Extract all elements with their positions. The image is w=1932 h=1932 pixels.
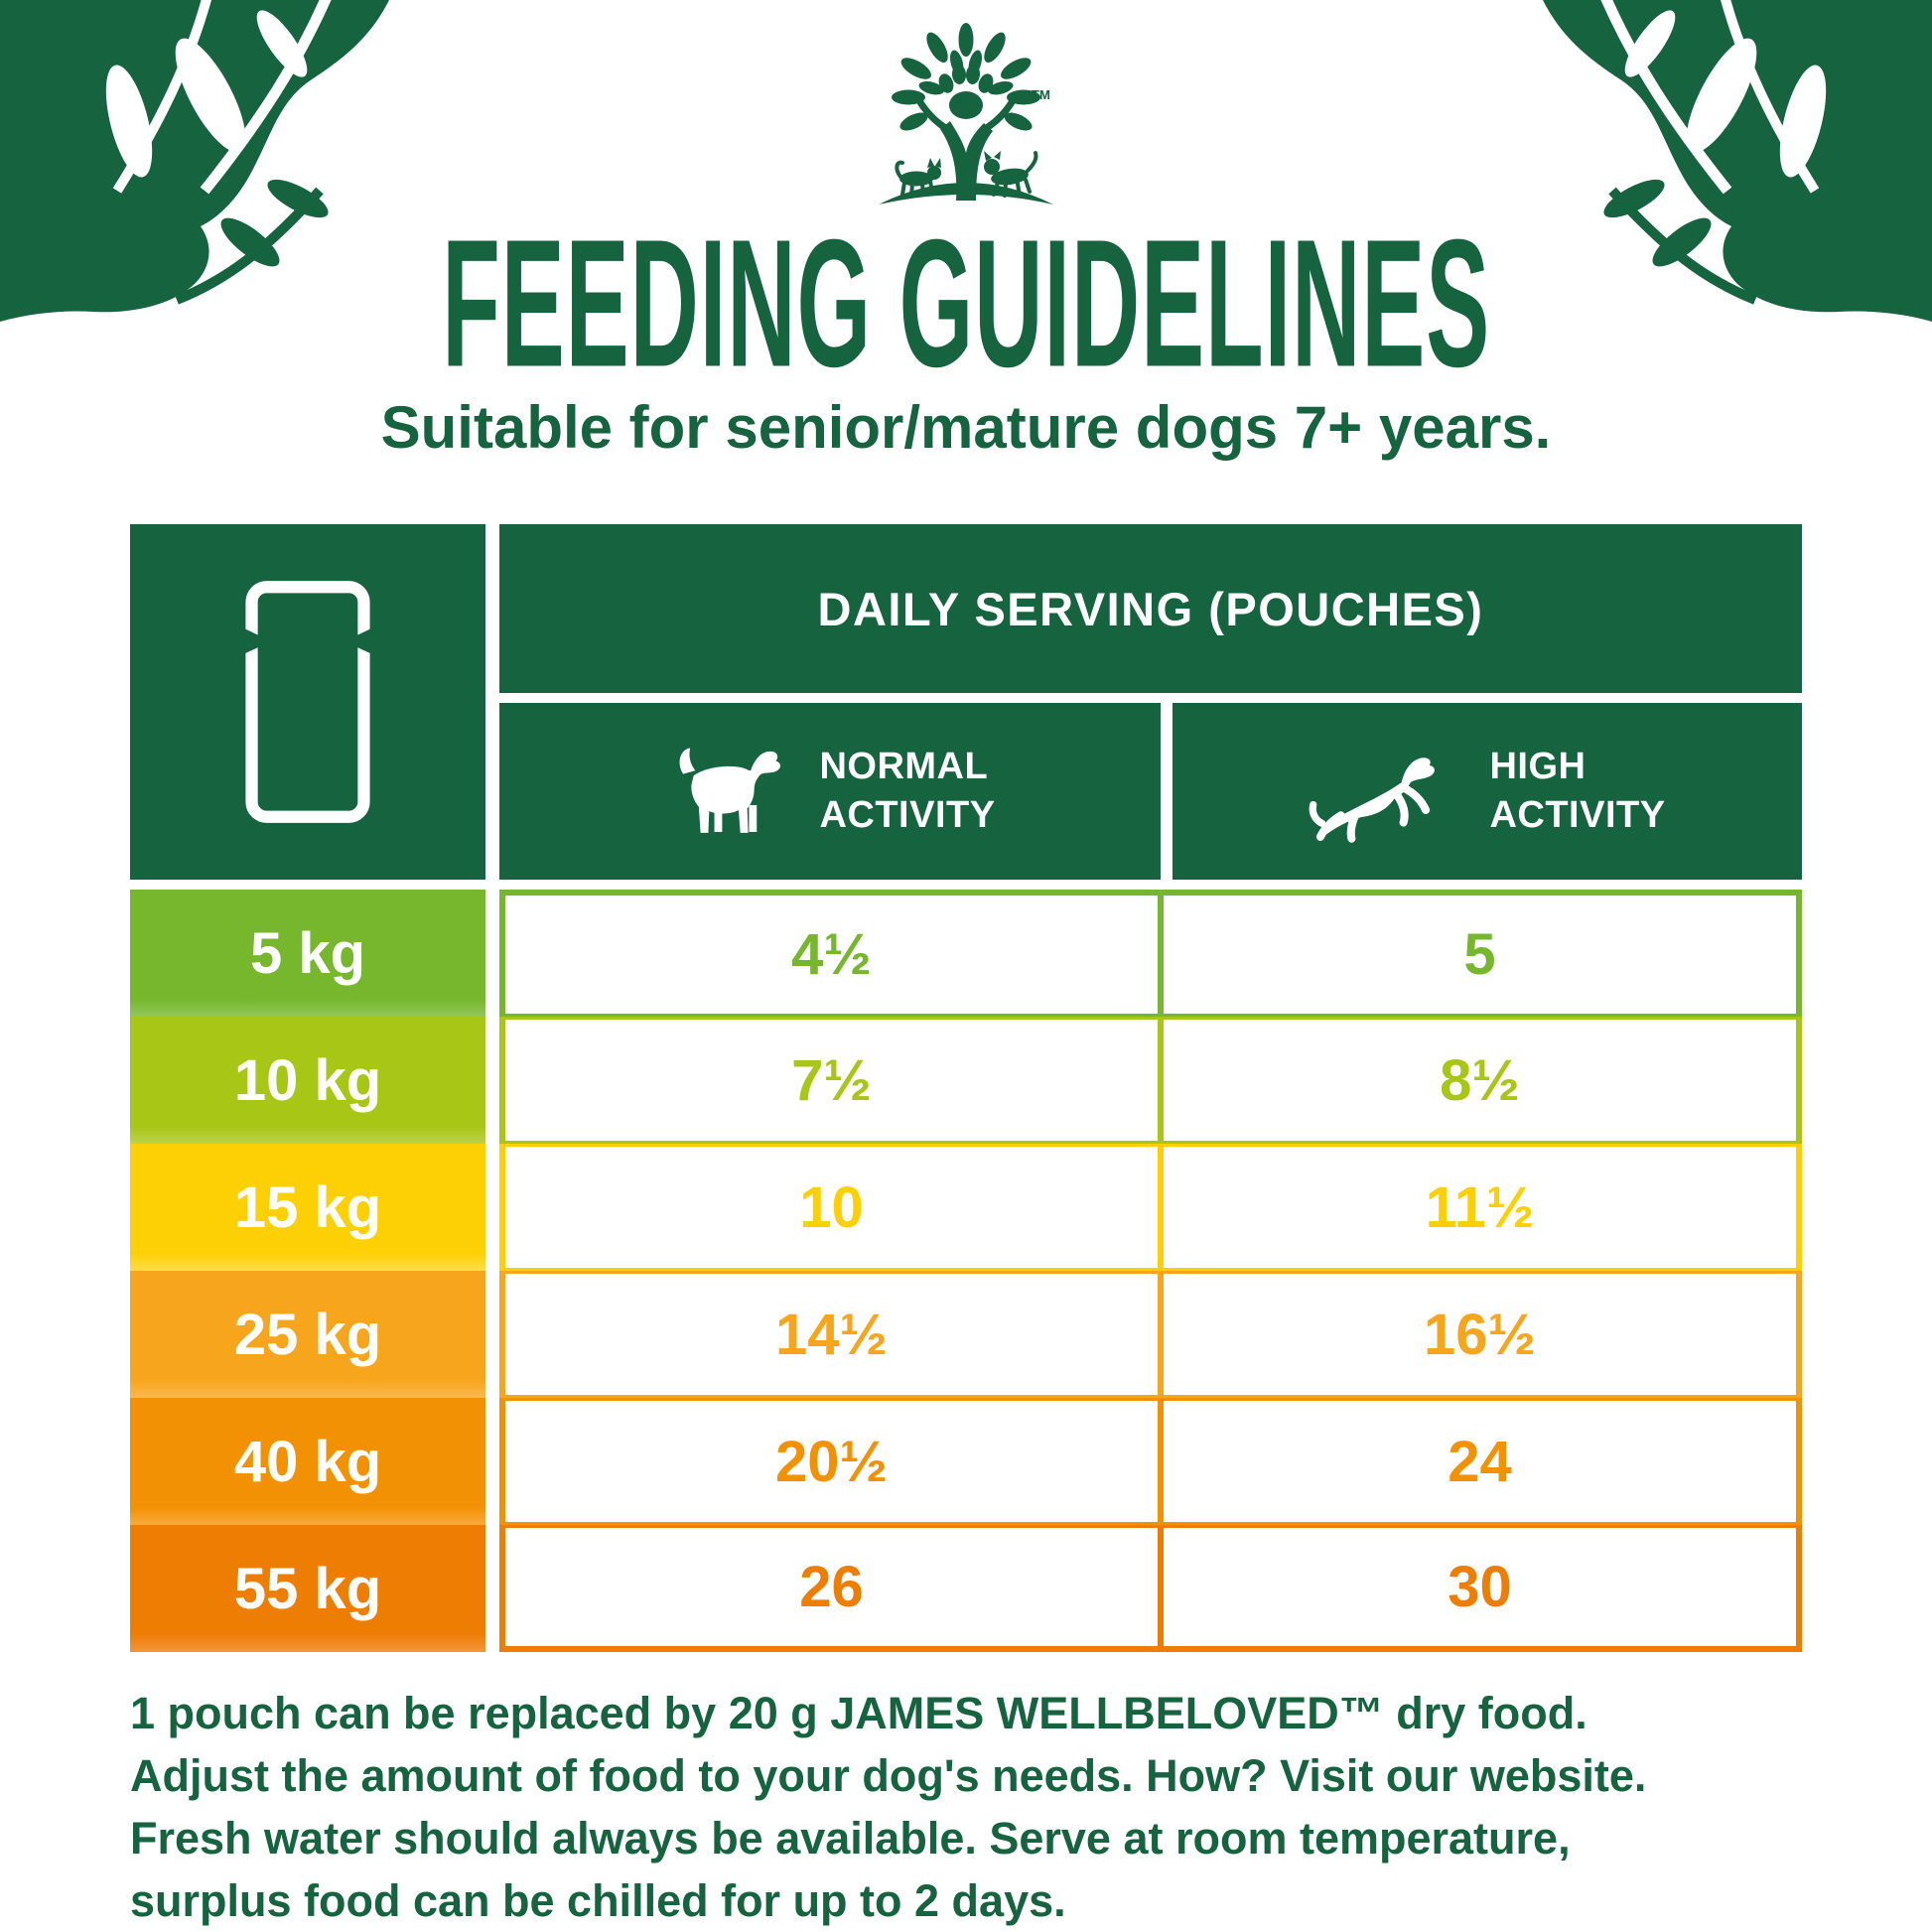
footer-line: Adjust the amount of food to your dog's … xyxy=(130,1750,1647,1801)
high-activity-line2: ACTIVITY xyxy=(1489,794,1666,836)
weight-cell-25-kg: 25 kg xyxy=(130,1271,485,1398)
high-activity-line1: HIGH xyxy=(1489,746,1587,788)
pouch-icon xyxy=(243,581,372,823)
normal-serving-value-15-kg: 10 xyxy=(499,1144,1161,1271)
weight-cell-55-kg: 55 kg xyxy=(130,1525,485,1652)
page-title-wrap: FEEDING GUIDELINES xyxy=(0,199,1932,404)
daily-serving-header: DAILY SERVING (POUCHES) xyxy=(499,524,1802,693)
normal-activity-line2: ACTIVITY xyxy=(819,794,996,836)
high-serving-value-40-kg: 24 xyxy=(1161,1398,1802,1525)
high-serving-value-55-kg: 30 xyxy=(1161,1525,1802,1652)
tree-trunk xyxy=(914,95,1018,201)
normal-activity-line1: NORMAL xyxy=(819,746,989,788)
brand-tree-logo: TM xyxy=(879,23,1053,205)
weight-cell-15-kg: 15 kg xyxy=(130,1144,485,1271)
footer-line: 1 pouch can be replaced by 20 g JAMES WE… xyxy=(130,1688,1587,1738)
cat-silhouette xyxy=(895,158,941,197)
high-serving-value-5-kg: 5 xyxy=(1161,890,1802,1017)
leaf-decoration-top-left xyxy=(0,0,389,322)
high-serving-value-10-kg: 8½ xyxy=(1161,1017,1802,1144)
footer-line: Fresh water should always be available. … xyxy=(130,1813,1571,1863)
high-activity-label: HIGH ACTIVITY xyxy=(1489,743,1665,839)
normal-serving-value-25-kg: 14½ xyxy=(499,1271,1161,1398)
high-serving-value-15-kg: 11½ xyxy=(1161,1144,1802,1271)
normal-serving-value-55-kg: 26 xyxy=(499,1525,1161,1652)
page-title: FEEDING GUIDELINES xyxy=(442,202,1490,405)
dog-silhouette xyxy=(984,151,1038,198)
weight-cell-40-kg: 40 kg xyxy=(130,1398,485,1525)
normal-activity-header: NORMAL ACTIVITY xyxy=(499,703,1161,880)
normal-serving-value-5-kg: 4½ xyxy=(499,890,1161,1017)
suitability-subtitle: Suitable for senior/mature dogs 7+ years… xyxy=(380,394,1552,461)
leaf-decoration-top-right xyxy=(1543,0,1932,322)
weight-cell-10-kg: 10 kg xyxy=(130,1017,485,1144)
normal-serving-value-40-kg: 20½ xyxy=(499,1398,1161,1525)
normal-activity-label: NORMAL ACTIVITY xyxy=(819,743,995,839)
weight-cell-5-kg: 5 kg xyxy=(130,890,485,1017)
jumping-dog-icon xyxy=(1310,758,1436,843)
pouch-header-cell xyxy=(130,524,485,880)
feeding-table: DAILY SERVING (POUCHES) NORMAL ACTIVITY xyxy=(130,524,1802,1652)
standing-dog-icon xyxy=(679,748,781,833)
high-activity-header: HIGH ACTIVITY xyxy=(1161,703,1802,880)
high-serving-value-25-kg: 16½ xyxy=(1161,1271,1802,1398)
paw-print-icon xyxy=(938,65,994,119)
leaf-sprig xyxy=(175,179,329,305)
leaf-sprig xyxy=(1603,179,1757,305)
normal-serving-value-10-kg: 7½ xyxy=(499,1017,1161,1144)
trademark-symbol: TM xyxy=(1032,87,1050,102)
footer-line: surplus food can be chilled for up to 2 … xyxy=(130,1875,1066,1926)
footer-notes: 1 pouch can be replaced by 20 g JAMES WE… xyxy=(130,1682,1679,1932)
